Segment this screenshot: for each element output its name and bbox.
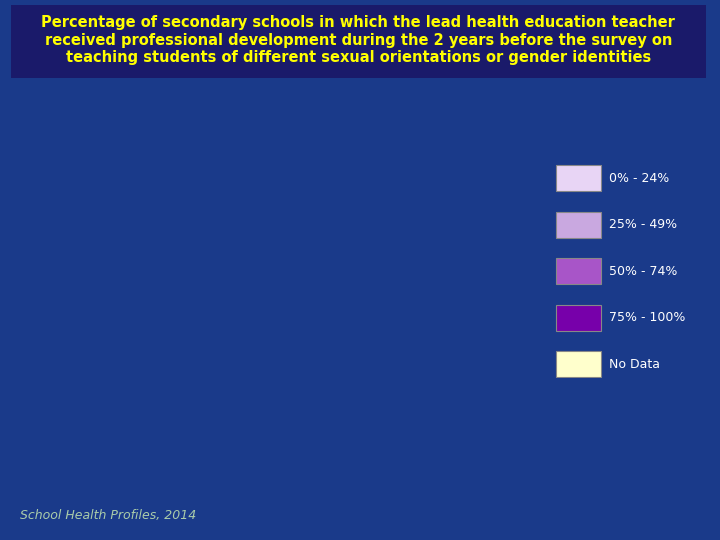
Text: No Data: No Data	[609, 358, 660, 371]
Text: Percentage of secondary schools in which the lead health education teacher
recei: Percentage of secondary schools in which…	[41, 16, 675, 65]
Text: 50% - 74%: 50% - 74%	[609, 265, 678, 278]
FancyBboxPatch shape	[0, 3, 720, 80]
FancyBboxPatch shape	[556, 352, 601, 377]
Text: 75% - 100%: 75% - 100%	[609, 312, 685, 325]
FancyBboxPatch shape	[556, 258, 601, 285]
FancyBboxPatch shape	[556, 165, 601, 192]
Text: School Health Profiles, 2014: School Health Profiles, 2014	[20, 509, 197, 522]
FancyBboxPatch shape	[556, 305, 601, 331]
Text: 0% - 24%: 0% - 24%	[609, 172, 670, 185]
Text: 25% - 49%: 25% - 49%	[609, 218, 678, 232]
FancyBboxPatch shape	[556, 212, 601, 238]
